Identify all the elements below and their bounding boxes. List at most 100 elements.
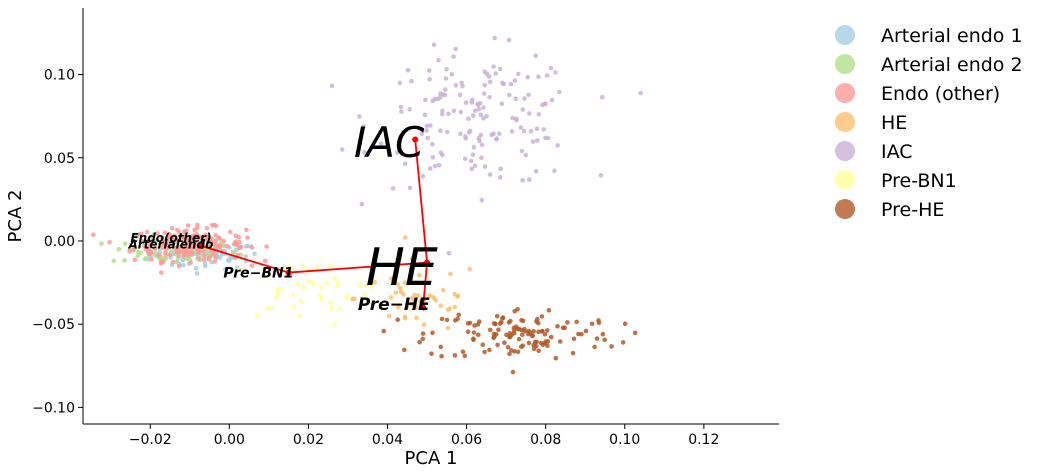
point-pre-bn1 [318,285,324,291]
point-iac [473,108,478,114]
point-he [396,305,401,310]
x-tick-label: 0.00 [214,432,245,448]
point-endo-other [216,235,221,240]
point-pre-he [522,327,527,332]
point-pre-he [507,334,513,340]
point-pre-bn1 [318,293,323,298]
legend-label: Pre-BN1 [881,170,957,192]
point-pre-he [632,330,638,336]
point-endo-other [245,235,250,240]
point-pre-bn1 [407,281,413,287]
point-iac [457,92,463,98]
point-iac [516,71,521,77]
point-endo-other [132,245,137,250]
point-iac [466,116,471,121]
point-pre-he [504,332,509,338]
point-pre-bn1 [332,322,338,327]
point-he [421,322,427,327]
point-endo-other [213,238,219,244]
point-endo-other [194,225,200,231]
point-iac [407,107,413,112]
point-pre-he [571,336,577,342]
point-iac [340,147,345,152]
point-iac [357,114,362,119]
point-iac [378,141,384,146]
point-pre-bn1 [274,295,279,300]
point-pre-he [596,318,601,323]
point-arterial-endo-1 [181,262,186,268]
y-axis-label: PCA 2 [5,190,26,243]
point-iac [509,129,515,134]
point-endo-other [176,229,182,235]
point-endo-other [167,252,173,257]
point-endo-other [139,231,144,236]
point-pre-he [495,342,500,348]
point-he [402,280,408,285]
point-iac [427,68,432,73]
point-endo-other [91,232,96,237]
point-endo-other [184,228,189,234]
point-pre-he [402,347,407,353]
point-endo-other [160,238,165,243]
point-pre-bn1 [378,304,384,309]
trajectory-edge [201,245,289,274]
point-pre-he [502,340,507,346]
point-iac [525,74,530,80]
point-he [393,290,399,296]
point-arterial-endo-2 [111,258,117,264]
point-arterial-endo-1 [202,263,208,269]
x-tick-label: −0.02 [129,432,172,448]
point-endo-other [172,233,177,239]
point-iac [419,131,425,137]
point-iac [533,53,538,58]
point-endo-other [196,250,201,255]
point-pre-bn1 [394,258,399,263]
legend-marker [835,112,855,132]
point-pre-he [507,331,513,336]
x-tick-label: 0.10 [609,432,640,448]
point-iac [425,135,431,141]
point-endo-other [237,239,242,245]
point-pre-bn1 [328,263,333,269]
point-pre-bn1 [237,266,242,272]
point-pre-bn1 [335,283,340,289]
point-pre-he [482,349,487,355]
point-pre-he [532,339,538,345]
point-pre-he [526,340,532,346]
trajectory-node [285,269,292,276]
point-iac [469,100,475,105]
point-pre-he [574,319,579,325]
point-iac [638,90,643,96]
point-iac [402,161,408,167]
point-pre-he [500,315,505,321]
x-tick-label: 0.12 [688,432,719,448]
point-pre-he [592,344,597,350]
point-endo-other [152,246,158,251]
point-endo-other [158,242,163,248]
point-endo-other [232,240,238,246]
point-pre-he [562,325,567,331]
point-iac [536,112,542,117]
point-iac [361,124,366,129]
point-iac [440,111,445,117]
point-iac [430,142,435,147]
point-iac [359,201,365,207]
point-pre-he [487,347,492,353]
point-endo-other [213,223,219,229]
point-iac [479,197,485,203]
point-endo-other [224,244,230,249]
point-pre-bn1 [362,292,367,297]
point-arterial-endo-2 [134,234,139,239]
point-iac [541,127,546,132]
point-iac [472,163,478,168]
point-pre-bn1 [278,286,284,292]
x-tick-label: 0.04 [372,432,403,448]
point-iac [424,128,429,133]
point-iac [494,136,499,142]
point-arterial-endo-2 [169,249,174,254]
point-iac [398,104,404,110]
point-he [402,315,408,321]
point-endo-other [212,242,218,247]
legend-label: Endo (other) [881,83,1000,105]
point-endo-other [244,227,249,233]
